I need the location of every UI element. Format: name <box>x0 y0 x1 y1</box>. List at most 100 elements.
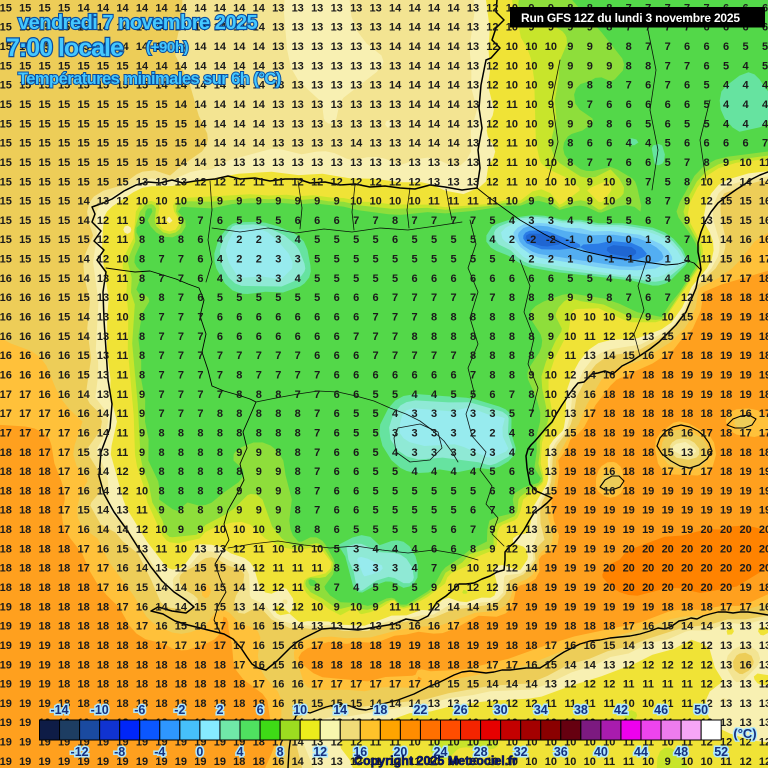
svg-text:12: 12 <box>700 640 712 652</box>
svg-text:6: 6 <box>684 138 690 150</box>
svg-text:-1: -1 <box>565 234 575 246</box>
svg-text:12: 12 <box>739 756 751 768</box>
svg-text:19: 19 <box>77 756 89 768</box>
svg-text:14: 14 <box>428 2 441 14</box>
svg-text:13: 13 <box>467 80 479 92</box>
svg-text:15: 15 <box>97 138 109 150</box>
svg-text:18: 18 <box>77 582 89 594</box>
svg-text:19: 19 <box>584 601 596 613</box>
svg-text:7: 7 <box>626 292 632 304</box>
svg-text:13: 13 <box>292 41 304 53</box>
svg-text:18: 18 <box>350 640 362 652</box>
svg-text:10: 10 <box>545 389 557 401</box>
svg-text:15: 15 <box>0 254 12 266</box>
svg-text:16: 16 <box>564 640 576 652</box>
svg-text:11: 11 <box>467 196 479 208</box>
svg-text:18: 18 <box>467 659 479 671</box>
svg-text:18: 18 <box>58 640 70 652</box>
svg-text:15: 15 <box>545 659 557 671</box>
svg-text:19: 19 <box>19 640 31 652</box>
svg-text:14: 14 <box>97 466 110 478</box>
svg-text:7: 7 <box>665 80 671 92</box>
svg-text:6: 6 <box>275 312 281 324</box>
svg-text:8: 8 <box>431 312 437 324</box>
svg-text:3: 3 <box>489 408 495 420</box>
svg-text:5: 5 <box>373 408 379 420</box>
svg-text:8: 8 <box>158 447 164 459</box>
svg-text:6: 6 <box>450 543 456 555</box>
svg-text:6: 6 <box>334 215 340 227</box>
svg-text:15: 15 <box>681 312 693 324</box>
svg-text:14: 14 <box>97 22 110 34</box>
svg-text:18: 18 <box>759 350 768 362</box>
svg-text:2: 2 <box>509 234 515 246</box>
svg-text:15: 15 <box>58 157 70 169</box>
svg-text:17: 17 <box>681 466 693 478</box>
svg-text:13: 13 <box>331 621 343 633</box>
svg-text:5: 5 <box>412 524 418 536</box>
svg-text:18: 18 <box>175 659 187 671</box>
svg-text:15: 15 <box>58 99 70 111</box>
svg-text:8: 8 <box>528 350 534 362</box>
svg-text:13: 13 <box>97 447 109 459</box>
svg-text:5: 5 <box>587 273 593 285</box>
svg-text:12: 12 <box>408 176 420 188</box>
svg-text:10: 10 <box>700 176 712 188</box>
svg-text:15: 15 <box>662 447 674 459</box>
svg-text:8: 8 <box>217 408 223 420</box>
svg-text:19: 19 <box>700 505 712 517</box>
svg-text:7: 7 <box>158 331 164 343</box>
svg-text:9: 9 <box>626 196 632 208</box>
svg-text:9: 9 <box>334 601 340 613</box>
svg-text:20: 20 <box>739 543 751 555</box>
svg-text:-1: -1 <box>604 254 614 266</box>
svg-text:10: 10 <box>739 157 751 169</box>
svg-text:12: 12 <box>97 234 109 246</box>
svg-text:15: 15 <box>58 138 70 150</box>
svg-text:14: 14 <box>389 22 402 34</box>
svg-text:15: 15 <box>155 118 167 130</box>
svg-text:7: 7 <box>606 157 612 169</box>
svg-text:10: 10 <box>525 99 537 111</box>
svg-text:3: 3 <box>470 408 476 420</box>
svg-text:8: 8 <box>197 427 203 439</box>
svg-text:14: 14 <box>136 563 149 575</box>
svg-text:15: 15 <box>194 601 206 613</box>
svg-text:12: 12 <box>486 80 498 92</box>
svg-text:16: 16 <box>77 466 89 478</box>
svg-text:5: 5 <box>392 273 398 285</box>
svg-text:18: 18 <box>97 698 109 710</box>
svg-text:17: 17 <box>214 621 226 633</box>
svg-text:8: 8 <box>704 157 710 169</box>
svg-text:18: 18 <box>759 582 768 594</box>
svg-text:13: 13 <box>389 138 401 150</box>
svg-text:14: 14 <box>136 41 149 53</box>
svg-text:17: 17 <box>447 621 459 633</box>
svg-text:15: 15 <box>58 196 70 208</box>
svg-text:12: 12 <box>759 679 768 691</box>
svg-text:19: 19 <box>19 698 31 710</box>
svg-text:4: 4 <box>762 118 768 130</box>
svg-text:16: 16 <box>38 312 50 324</box>
svg-text:14: 14 <box>253 601 266 613</box>
svg-text:14: 14 <box>408 99 421 111</box>
svg-text:14: 14 <box>408 698 421 710</box>
svg-text:14: 14 <box>194 41 207 53</box>
svg-text:6: 6 <box>450 370 456 382</box>
svg-text:5: 5 <box>373 389 379 401</box>
svg-text:Copyright 2025 Meteociel.fr: Copyright 2025 Meteociel.fr <box>354 754 517 768</box>
svg-text:15: 15 <box>272 621 284 633</box>
svg-text:15: 15 <box>136 99 148 111</box>
svg-text:16: 16 <box>0 350 12 362</box>
svg-text:14: 14 <box>720 234 733 246</box>
svg-text:18: 18 <box>38 524 50 536</box>
svg-text:8: 8 <box>295 408 301 420</box>
svg-text:7: 7 <box>178 408 184 420</box>
svg-text:13: 13 <box>331 60 343 72</box>
svg-text:10: 10 <box>623 698 635 710</box>
svg-text:9: 9 <box>567 196 573 208</box>
svg-text:10: 10 <box>116 292 128 304</box>
svg-text:19: 19 <box>759 505 768 517</box>
svg-text:5: 5 <box>567 273 573 285</box>
svg-text:8: 8 <box>178 427 184 439</box>
